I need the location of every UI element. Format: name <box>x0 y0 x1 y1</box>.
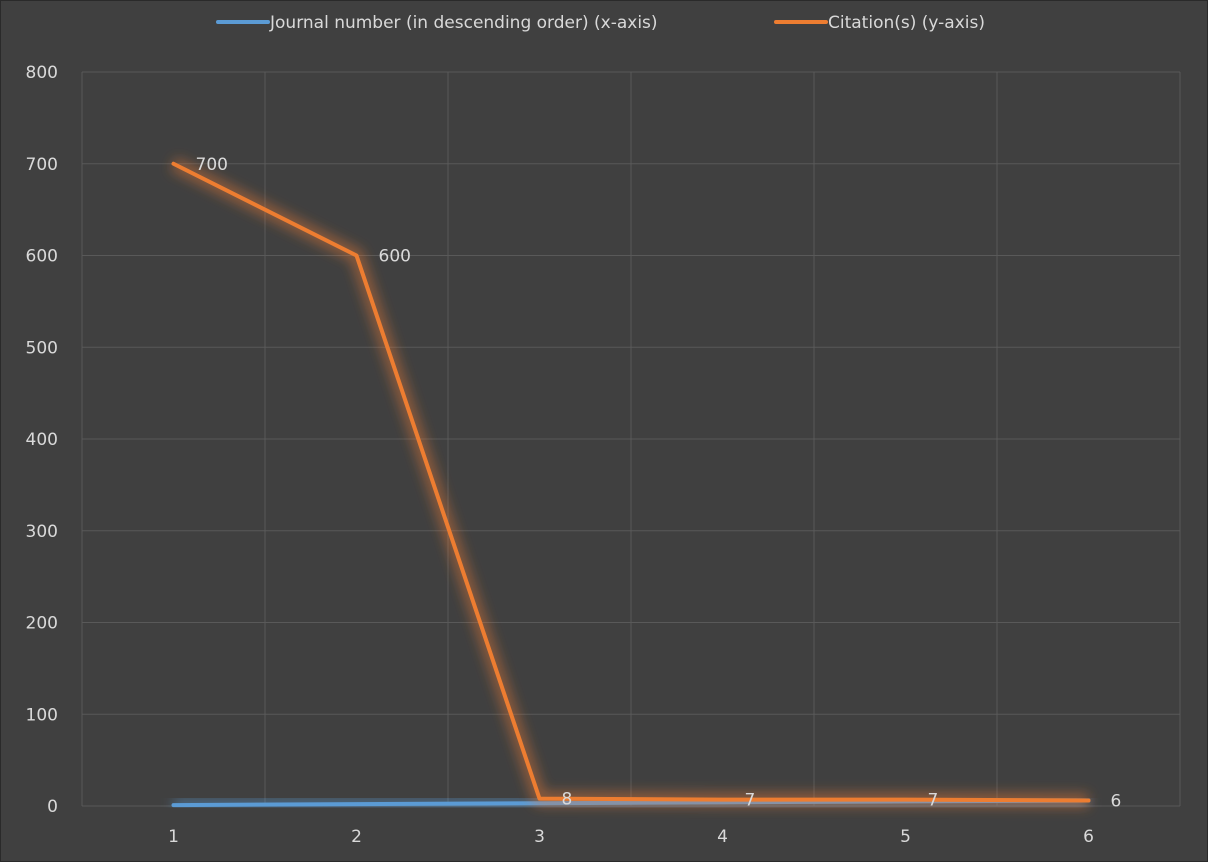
data-label: 8 <box>562 790 573 810</box>
y-tick-label: 0 <box>47 797 58 817</box>
y-tick-label: 700 <box>26 155 58 175</box>
y-tick-label: 200 <box>26 614 58 634</box>
legend: Journal number (in descending order) (x-… <box>216 13 985 33</box>
data-label: 6 <box>1111 791 1122 811</box>
data-label: 700 <box>196 155 228 175</box>
x-tick-label: 4 <box>717 827 728 847</box>
x-tick-label: 3 <box>534 827 545 847</box>
data-label: 7 <box>745 791 756 811</box>
y-tick-label: 100 <box>26 705 58 725</box>
data-label: 600 <box>379 247 411 267</box>
y-axis-ticks: 0 100 200 300 400 500 600 700 800 <box>26 63 58 817</box>
x-tick-label: 5 <box>900 827 911 847</box>
y-tick-label: 300 <box>26 522 58 542</box>
x-tick-label: 2 <box>351 827 362 847</box>
y-tick-label: 500 <box>26 338 58 358</box>
series-lines <box>170 157 1091 813</box>
data-labels: 700 600 8 7 7 6 <box>196 155 1122 812</box>
x-axis-ticks: 1 2 3 4 5 6 <box>168 827 1094 847</box>
x-tick-label: 6 <box>1083 827 1094 847</box>
x-tick-label: 1 <box>168 827 179 847</box>
legend-label-journal-number: Journal number (in descending order) (x-… <box>269 13 658 33</box>
y-tick-label: 800 <box>26 63 58 83</box>
gridlines <box>81 71 1181 807</box>
data-label: 7 <box>928 791 939 811</box>
y-tick-label: 400 <box>26 430 58 450</box>
y-tick-label: 600 <box>26 247 58 267</box>
series-line <box>171 161 1091 803</box>
legend-label-citations: Citation(s) (y-axis) <box>828 13 985 33</box>
